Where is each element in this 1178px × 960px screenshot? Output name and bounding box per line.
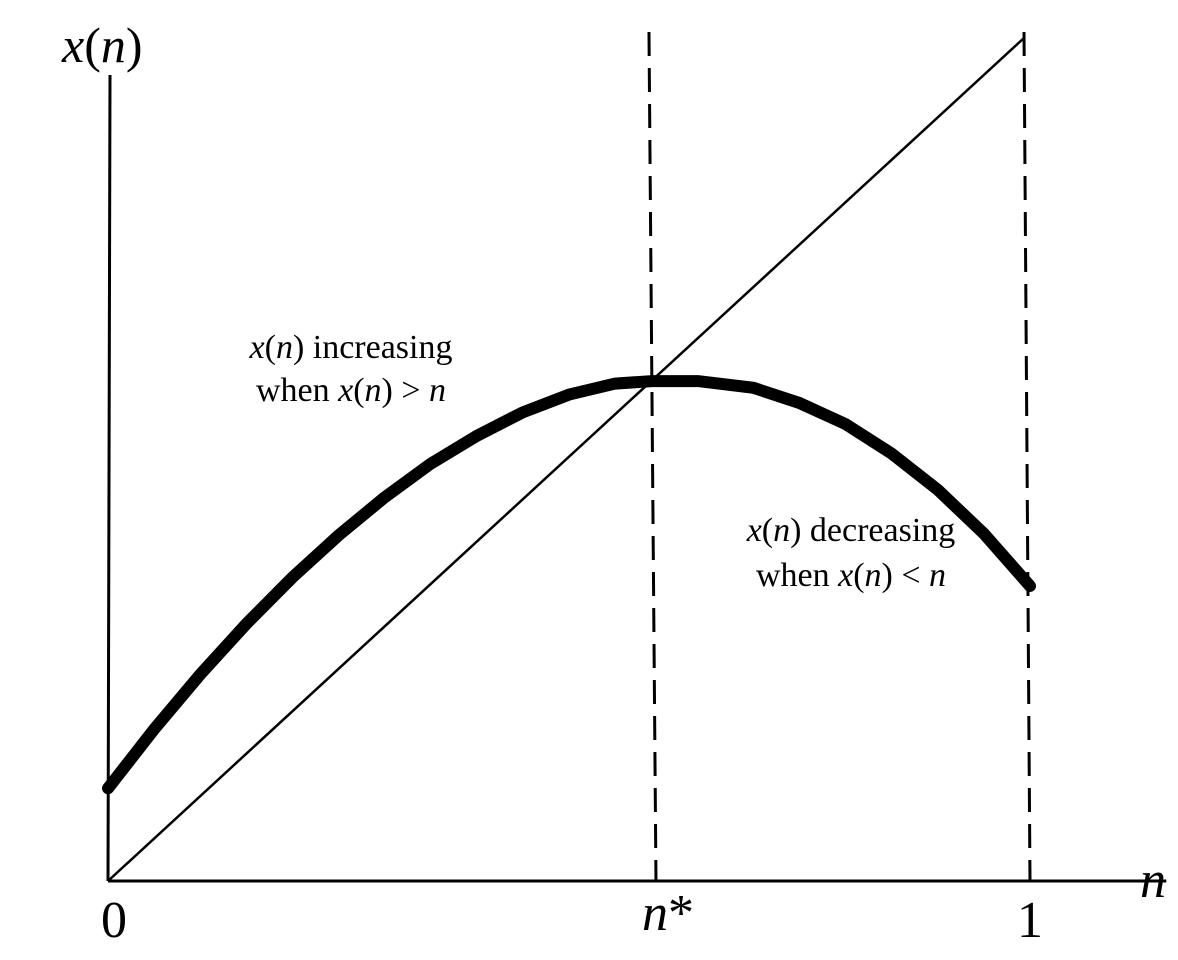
tick-label-n-star-star: * <box>668 885 694 942</box>
y-axis-label-open: ( <box>84 17 101 73</box>
y-axis <box>106 74 112 882</box>
y-axis-label-x: x <box>61 17 84 73</box>
x-of-n-curve <box>102 375 1036 795</box>
annotation-decreasing-line2: when x(n) < n <box>756 557 946 594</box>
dashed-line-one <box>1022 31 1032 882</box>
annotation-decreasing-line1: x(n) decreasing <box>746 512 956 549</box>
annotation-increasing-line2: when x(n) > n <box>256 372 446 409</box>
y-axis-label-n: n <box>101 17 126 73</box>
tick-label-n-star: n* <box>642 885 694 942</box>
diagonal-line <box>107 37 1025 882</box>
y-axis-label-close: ) <box>126 17 143 73</box>
tick-label-1: 1 <box>1017 892 1043 949</box>
x-axis-label: n <box>1140 852 1166 909</box>
y-axis-label: x(n) <box>61 17 143 73</box>
tick-label-0: 0 <box>101 892 127 949</box>
annotation-increasing-line1: x(n) increasing <box>249 329 453 366</box>
dashed-line-n-star <box>647 31 658 882</box>
tick-label-n-star-n: n <box>642 885 668 942</box>
